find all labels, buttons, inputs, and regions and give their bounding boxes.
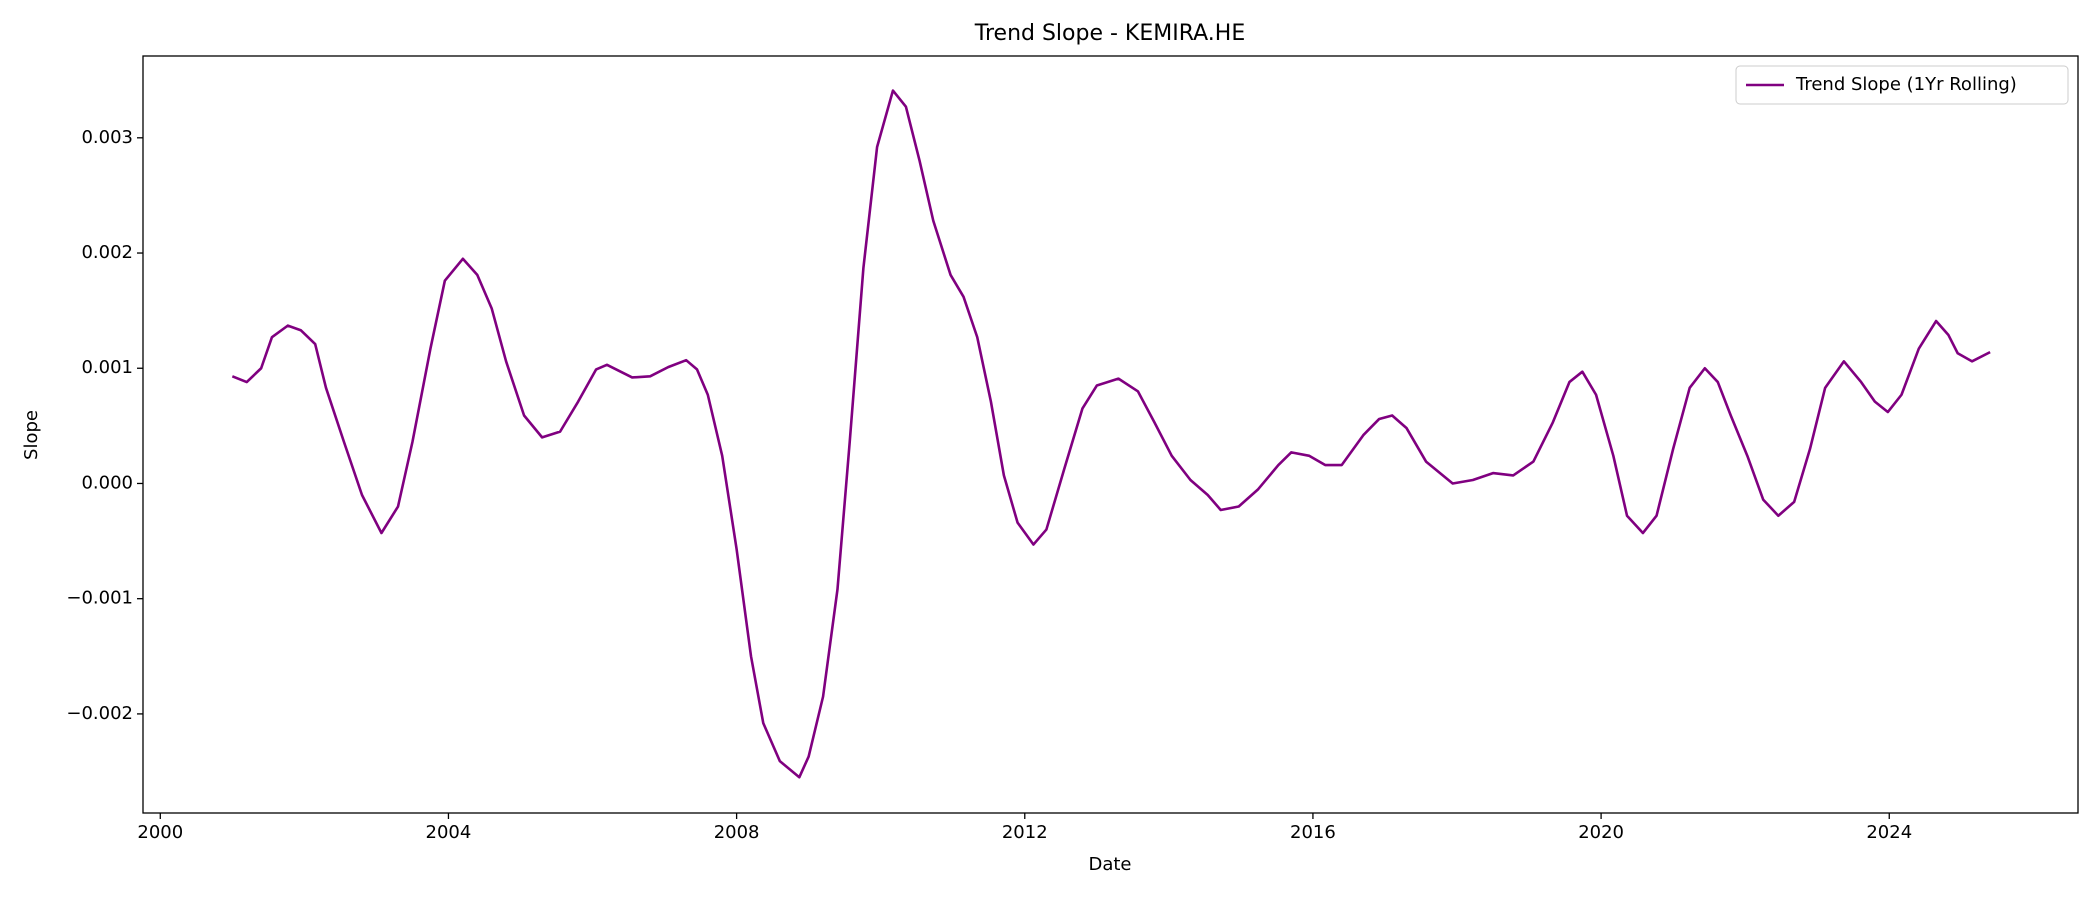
legend-box (1735, 65, 2069, 105)
y-tick-label: 0.001 (81, 357, 133, 378)
x-tick-label: 2016 (1290, 822, 1336, 843)
x-tick-label: 2024 (1866, 822, 1912, 843)
x-tick-label: 2004 (426, 822, 472, 843)
y-axis-label: Slope (21, 410, 42, 460)
y-tick-label: 0.003 (81, 127, 133, 148)
plot-frame (142, 55, 2079, 814)
x-tick-label: 2020 (1578, 822, 1624, 843)
y-tick-label: 0.000 (81, 472, 133, 493)
x-tick-label: 2000 (137, 822, 183, 843)
series-line (231, 89, 1991, 779)
y-tick-label: −0.001 (66, 588, 133, 609)
y-tick-label: 0.002 (81, 242, 133, 263)
x-axis-label: Date (1088, 854, 1131, 875)
chart-title: Trend Slope - KEMIRA.HE (974, 21, 1245, 46)
legend-label: Trend Slope (1Yr Rolling) (1795, 74, 2017, 95)
y-tick-label: −0.002 (66, 703, 133, 724)
x-tick-label: 2012 (1002, 822, 1048, 843)
x-tick-label: 2008 (714, 822, 760, 843)
